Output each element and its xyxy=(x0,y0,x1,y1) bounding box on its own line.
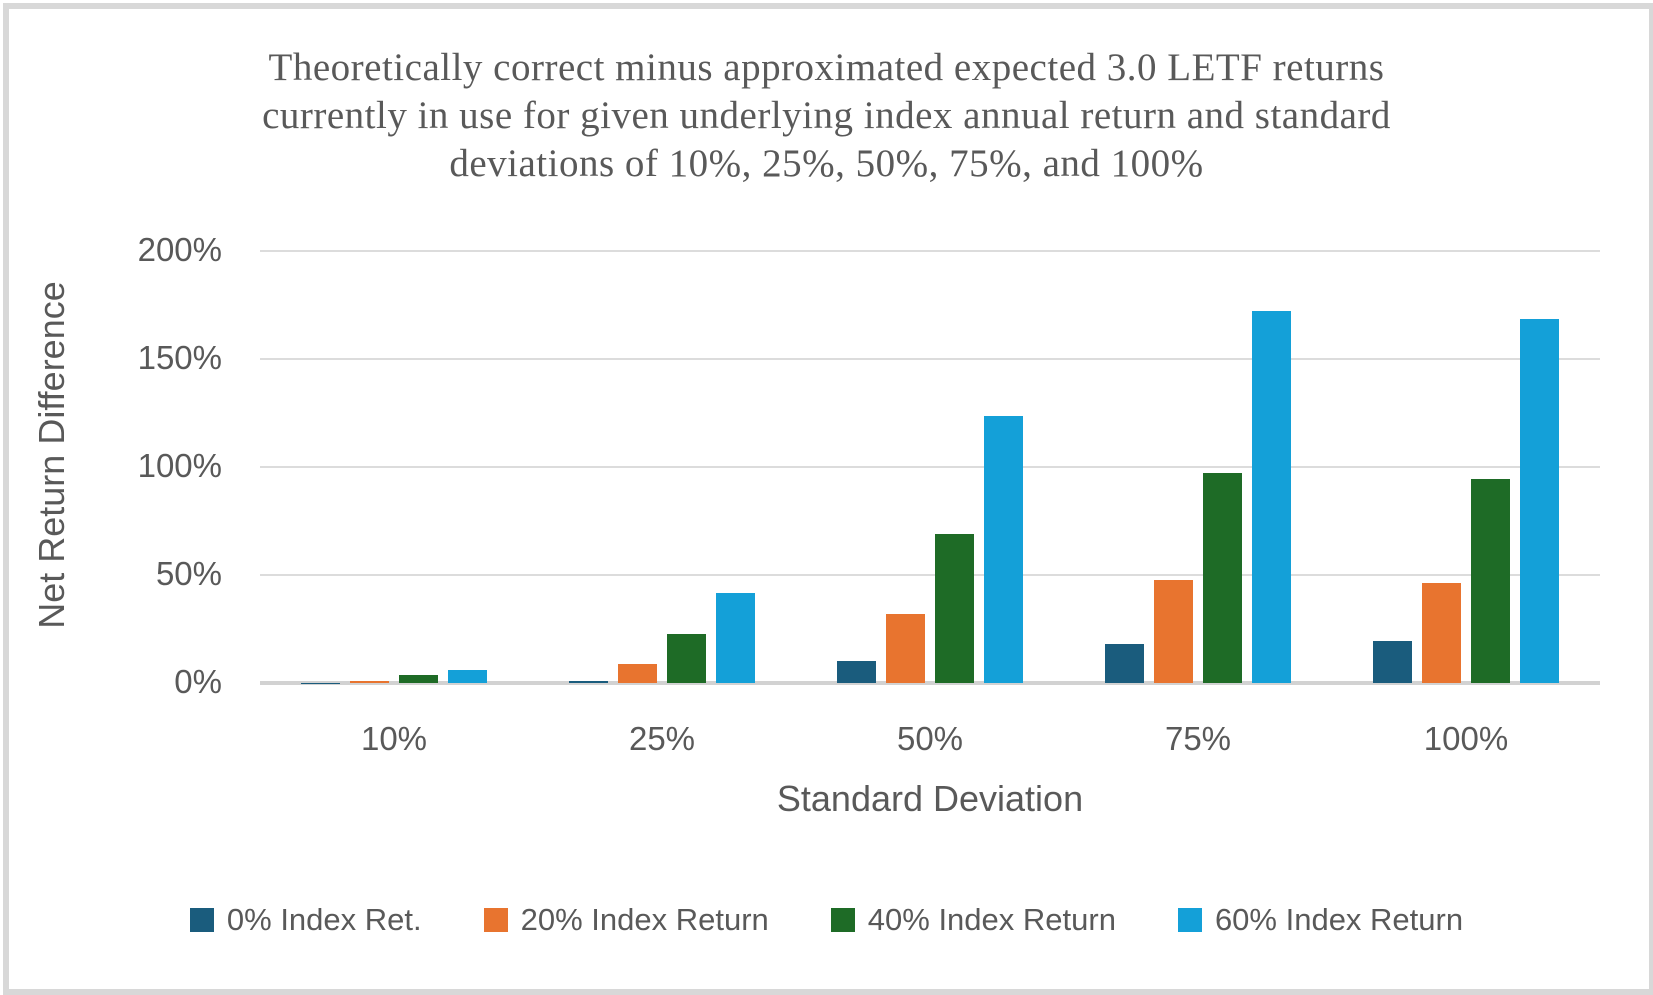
bar-40-index-return-100% xyxy=(1471,479,1510,683)
gridline-150% xyxy=(260,358,1600,360)
x-axis-title: Standard Deviation xyxy=(730,778,1130,820)
bar-40-index-return-10% xyxy=(399,675,438,683)
legend-swatch-icon xyxy=(484,908,508,932)
legend-label: 20% Index Return xyxy=(521,902,769,938)
y-tick-label-100%: 100% xyxy=(0,447,222,485)
gridline-100% xyxy=(260,466,1600,468)
gridline-50% xyxy=(260,574,1600,576)
bar-40-index-return-50% xyxy=(935,534,974,683)
bar-0-index-ret-50% xyxy=(837,661,876,683)
bar-0-index-ret-75% xyxy=(1105,644,1144,683)
chart-legend: 0% Index Ret. 20% Index Return 40% Index R… xyxy=(0,902,1653,938)
bar-20-index-return-75% xyxy=(1154,580,1193,683)
legend-swatch-icon xyxy=(1178,908,1202,932)
bar-60-index-return-75% xyxy=(1252,311,1291,683)
bar-20-index-return-10% xyxy=(350,681,389,683)
y-tick-label-50%: 50% xyxy=(0,555,222,593)
x-tick-label-100%: 100% xyxy=(1356,720,1576,758)
legend-item-0-index-ret: 0% Index Ret. xyxy=(190,902,422,938)
gridline-200% xyxy=(260,250,1600,252)
bar-0-index-ret-100% xyxy=(1373,641,1412,683)
bar-40-index-return-75% xyxy=(1203,473,1242,683)
legend-label: 40% Index Return xyxy=(868,902,1116,938)
bar-60-index-return-25% xyxy=(716,593,755,683)
bar-60-index-return-100% xyxy=(1520,319,1559,683)
legend-swatch-icon xyxy=(190,908,214,932)
legend-swatch-icon xyxy=(831,908,855,932)
bar-20-index-return-25% xyxy=(618,664,657,683)
legend-item-40-index-return: 40% Index Return xyxy=(831,902,1116,938)
y-tick-label-200%: 200% xyxy=(0,231,222,269)
x-tick-label-25%: 25% xyxy=(552,720,772,758)
legend-label: 0% Index Ret. xyxy=(227,902,422,938)
y-tick-label-0%: 0% xyxy=(0,663,222,701)
bar-0-index-ret-25% xyxy=(569,681,608,683)
legend-label: 60% Index Return xyxy=(1215,902,1463,938)
x-tick-label-75%: 75% xyxy=(1088,720,1308,758)
x-tick-label-10%: 10% xyxy=(284,720,504,758)
bar-20-index-return-50% xyxy=(886,614,925,683)
bar-20-index-return-100% xyxy=(1422,583,1461,683)
x-tick-label-50%: 50% xyxy=(820,720,1040,758)
legend-item-60-index-return: 60% Index Return xyxy=(1178,902,1463,938)
y-tick-label-150%: 150% xyxy=(0,339,222,377)
bar-60-index-return-10% xyxy=(448,670,487,683)
bar-60-index-return-50% xyxy=(984,416,1023,683)
bar-40-index-return-25% xyxy=(667,634,706,683)
legend-item-20-index-return: 20% Index Return xyxy=(484,902,769,938)
